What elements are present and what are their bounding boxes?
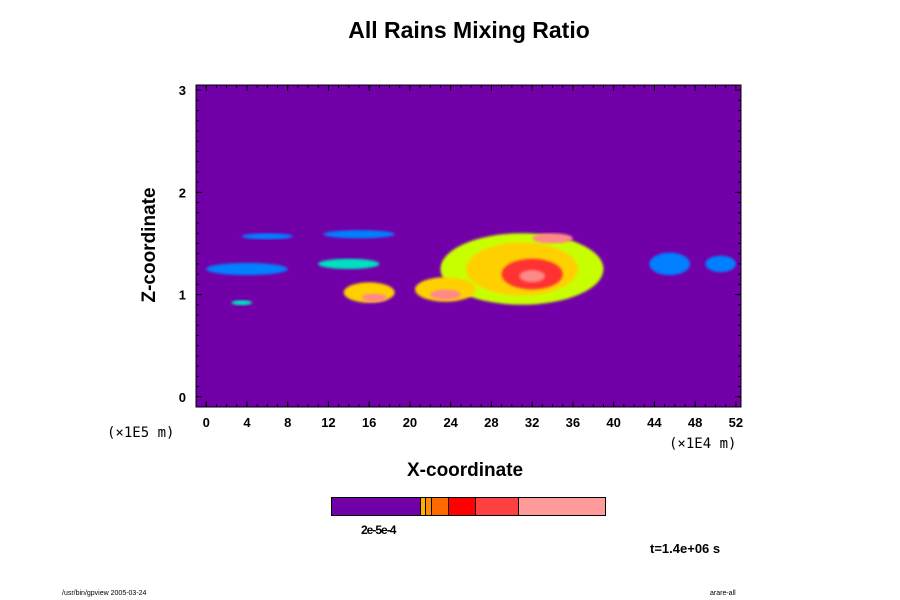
field-mark: [206, 262, 288, 276]
x-tick-label: 36: [566, 415, 580, 430]
field-mark: [705, 255, 736, 273]
x-tick-label: 32: [525, 415, 539, 430]
y-tick-label: 1: [179, 288, 186, 303]
x-tick-label: 16: [362, 415, 376, 430]
colorbar-segment: [475, 498, 519, 515]
field-mark: [323, 230, 395, 239]
plot-frame: [195, 84, 742, 408]
x-tick-label: 28: [484, 415, 498, 430]
field-mark: [361, 293, 388, 302]
field-mark: [231, 300, 253, 306]
colorbar-segment: [431, 498, 448, 515]
colorbar-segment: [518, 498, 606, 515]
x-tick-label: 24: [443, 415, 458, 430]
x-tick-label: 52: [729, 415, 743, 430]
chart-title: All Rains Mixing Ratio: [348, 17, 590, 43]
x-tick-label: 44: [647, 415, 662, 430]
y-tick-label: 3: [179, 83, 186, 98]
colorbar-label: 2e-5e-4: [361, 523, 396, 537]
y-unit-label: (×1E5 m): [107, 425, 175, 441]
x-tick-label: 40: [606, 415, 620, 430]
x-tick-label: 0: [203, 415, 210, 430]
field-mark: [430, 289, 461, 300]
x-axis-label: X-coordinate: [407, 460, 524, 481]
time-label: t=1.4e+06 s: [650, 541, 721, 556]
field-mark: [519, 270, 545, 283]
field-group: [206, 230, 736, 306]
y-axis-label: Z-coordinate: [139, 187, 160, 303]
x-tick-label: 20: [403, 415, 417, 430]
colorbar-segment: [332, 498, 420, 515]
field-mark: [241, 233, 293, 240]
field-mark: [649, 252, 691, 276]
x-tick-label: 4: [243, 415, 251, 430]
y-tick-label: 2: [179, 185, 186, 200]
x-tick-label: 48: [688, 415, 702, 430]
x-tick-label: 12: [321, 415, 335, 430]
y-tick-label: 0: [179, 390, 186, 405]
footer-left: /usr/bin/gpview 2005-03-24: [62, 590, 147, 597]
x-tick-label: 8: [284, 415, 291, 430]
x-unit-label: (×1E4 m): [669, 436, 737, 452]
colorbar-segment: [419, 498, 425, 515]
colorbar-segment: [447, 498, 476, 515]
field-mark: [532, 233, 573, 244]
colorbar-segment: [424, 498, 432, 515]
footer-right: arare-all: [710, 590, 736, 597]
field-mark: [318, 258, 380, 269]
colorbar: [331, 497, 606, 516]
